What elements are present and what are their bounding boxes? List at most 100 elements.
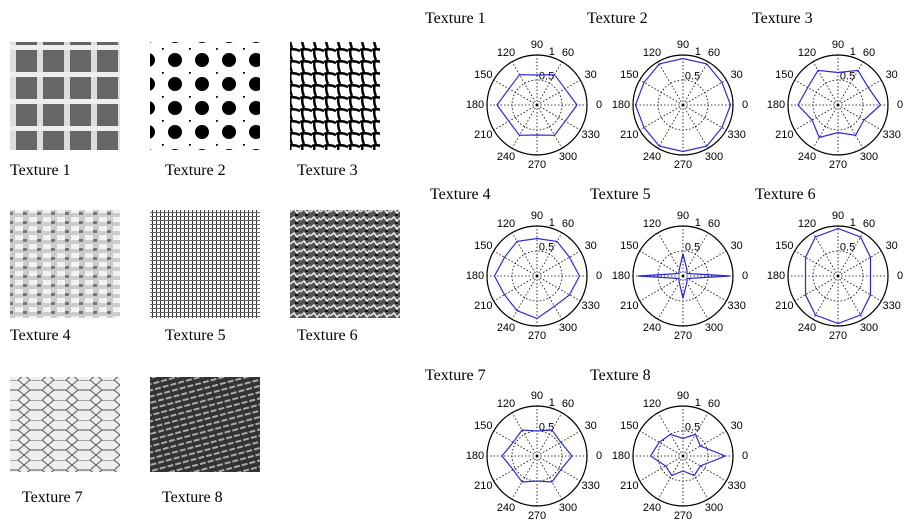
angle-tick-label: 210 <box>474 129 492 141</box>
angle-tick-label: 30 <box>585 240 597 252</box>
angle-tick-label: 300 <box>860 151 878 163</box>
angle-tick-label: 0 <box>596 99 602 111</box>
angle-tick-label: 60 <box>863 47 875 59</box>
angle-grid <box>639 430 684 457</box>
angle-tick-label: 330 <box>582 129 600 141</box>
angle-tick-label: 90 <box>832 39 844 51</box>
angle-grid <box>511 104 538 149</box>
angle-tick-label: 300 <box>559 322 577 334</box>
angle-tick-label: 150 <box>620 420 638 432</box>
texture-caption: Texture 6 <box>297 327 358 344</box>
angle-grid <box>536 79 581 106</box>
angle-tick-label: 180 <box>612 450 630 462</box>
angle-grid <box>536 250 581 277</box>
angle-grid <box>536 232 563 277</box>
angle-tick-label: 240 <box>497 151 515 163</box>
angle-grid <box>794 79 839 106</box>
angle-tick-label: 240 <box>798 322 816 334</box>
angle-tick-label: 60 <box>708 218 720 230</box>
angle-tick-label: 270 <box>674 510 692 522</box>
angle-grid <box>536 104 581 131</box>
angle-tick-label: 270 <box>829 330 847 342</box>
angle-tick-label: 30 <box>731 69 743 81</box>
angle-grid <box>536 430 581 457</box>
radial-tick-label: 1 <box>850 217 856 229</box>
angle-tick-label: 0 <box>742 450 748 462</box>
plot-title: Texture 3 <box>752 10 813 27</box>
angle-tick-label: 30 <box>585 69 597 81</box>
angle-grid <box>493 430 538 457</box>
angle-tick-label: 120 <box>497 398 515 410</box>
angle-tick-label: 270 <box>528 159 546 171</box>
angle-tick-label: 60 <box>708 398 720 410</box>
angle-tick-label: 180 <box>612 99 630 111</box>
angle-tick-label: 330 <box>728 129 746 141</box>
angle-grid <box>657 455 684 500</box>
angle-tick-label: 270 <box>829 159 847 171</box>
texture-caption: Texture 2 <box>165 162 226 179</box>
angle-grid <box>493 104 538 131</box>
angle-grid <box>837 104 882 131</box>
angle-tick-label: 120 <box>643 398 661 410</box>
angle-tick-label: 240 <box>497 502 515 514</box>
plot-title: Texture 5 <box>590 186 651 203</box>
angle-tick-label: 0 <box>742 99 748 111</box>
angle-grid <box>837 275 882 302</box>
angle-tick-label: 180 <box>767 270 785 282</box>
radial-tick-label: 1 <box>695 46 701 58</box>
angle-tick-label: 90 <box>832 210 844 222</box>
angle-grid <box>837 232 864 277</box>
angle-grid <box>536 104 563 149</box>
polar-curve <box>637 253 731 299</box>
texture-image <box>150 210 260 318</box>
angle-tick-label: 210 <box>620 480 638 492</box>
angle-grid <box>682 61 709 106</box>
angle-grid <box>657 232 684 277</box>
angle-grid <box>657 61 684 106</box>
angle-tick-label: 210 <box>775 300 793 312</box>
angle-tick-label: 210 <box>775 129 793 141</box>
angle-tick-label: 120 <box>643 218 661 230</box>
angle-grid <box>493 275 538 302</box>
angle-tick-label: 330 <box>728 300 746 312</box>
polar-curve <box>634 57 732 153</box>
plot-title: Texture 8 <box>590 367 651 384</box>
polar-curve <box>797 69 882 139</box>
angle-grid <box>682 104 709 149</box>
angle-tick-label: 0 <box>897 270 903 282</box>
angle-tick-label: 240 <box>643 502 661 514</box>
polar-curve <box>501 429 573 483</box>
angle-tick-label: 90 <box>531 39 543 51</box>
angle-tick-label: 270 <box>674 330 692 342</box>
texture-caption: Texture 4 <box>10 327 71 344</box>
radial-tick-label: 0.5 <box>539 422 554 434</box>
angle-tick-label: 30 <box>585 420 597 432</box>
angle-grid <box>511 275 538 320</box>
angle-tick-label: 330 <box>883 129 901 141</box>
angle-grid <box>536 61 563 106</box>
angle-tick-label: 90 <box>677 390 689 402</box>
radial-tick-label: 1 <box>549 46 555 58</box>
angle-grid <box>493 79 538 106</box>
angle-grid <box>536 455 581 482</box>
angle-grid <box>511 455 538 500</box>
angle-grid <box>639 250 684 277</box>
angle-tick-label: 210 <box>474 480 492 492</box>
angle-tick-label: 0 <box>596 450 602 462</box>
angle-grid <box>812 104 839 149</box>
angle-tick-label: 0 <box>897 99 903 111</box>
angle-grid <box>812 275 839 320</box>
radial-tick-label: 0.5 <box>539 242 554 254</box>
angle-grid <box>511 232 538 277</box>
angle-tick-label: 30 <box>731 420 743 432</box>
angle-grid <box>682 455 727 482</box>
radial-tick-label: 0.5 <box>840 242 855 254</box>
angle-tick-label: 240 <box>497 322 515 334</box>
angle-tick-label: 60 <box>708 47 720 59</box>
texture-image <box>150 377 260 472</box>
angle-grid <box>536 275 563 320</box>
angle-tick-label: 240 <box>643 322 661 334</box>
angle-grid <box>794 275 839 302</box>
